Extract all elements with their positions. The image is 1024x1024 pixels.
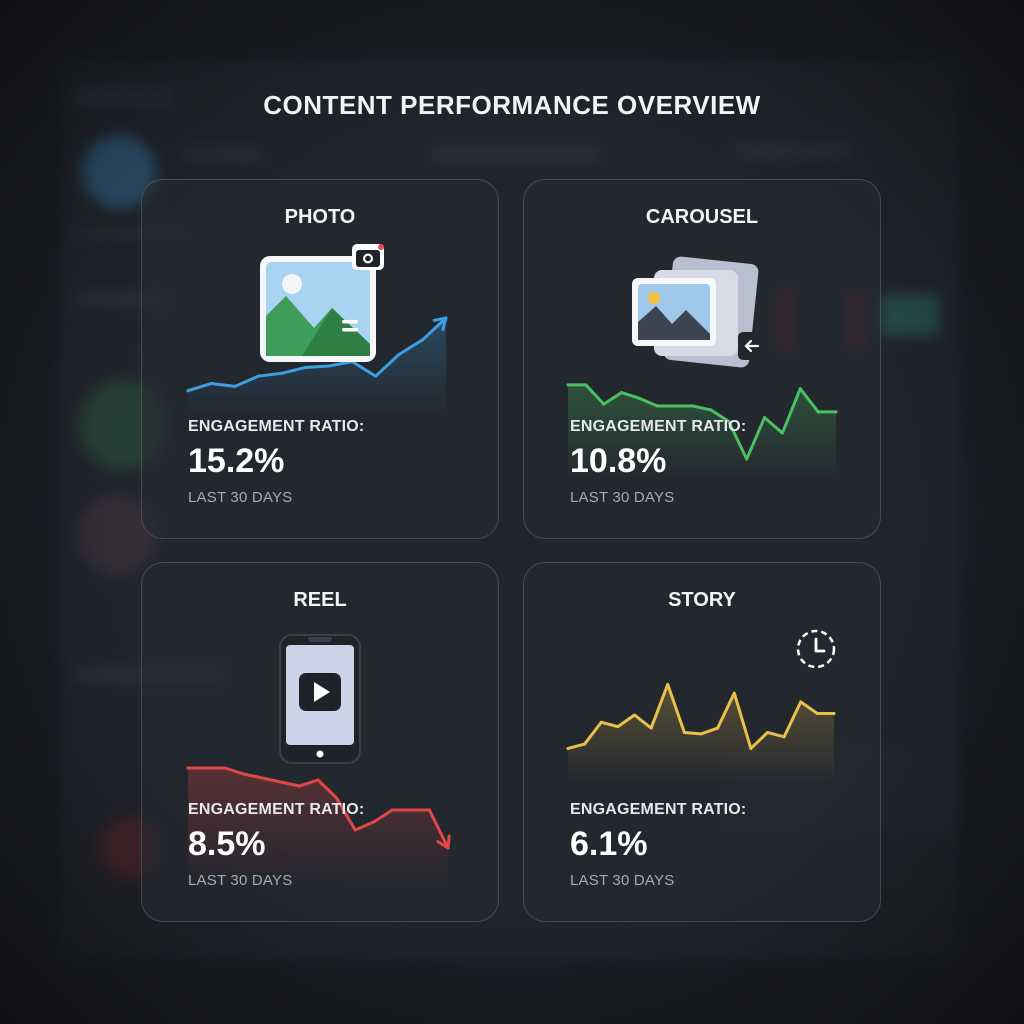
data-point (766, 730, 769, 734)
metric-period: LAST 30 DAYS (570, 872, 675, 889)
data-point (421, 338, 425, 342)
data-point (583, 742, 587, 746)
data-point (223, 766, 227, 770)
data-point (602, 402, 606, 406)
data-point (566, 746, 570, 750)
data-point (799, 700, 803, 704)
data-point (316, 778, 320, 782)
metric-value: 8.5% (188, 825, 266, 863)
data-point (279, 780, 283, 784)
data-point (666, 682, 670, 686)
data-point (427, 808, 431, 812)
series-line (186, 316, 448, 393)
series-line (566, 383, 838, 461)
trend-arrow-icon (432, 316, 448, 332)
data-point (584, 383, 588, 387)
data-point (397, 352, 401, 356)
data-point (256, 374, 260, 378)
data-point (616, 725, 620, 729)
data-point (620, 391, 624, 395)
card-title: STORY (668, 589, 736, 611)
metric-label: ENGAGEMENT RATIO: (188, 801, 365, 818)
data-point (727, 419, 731, 423)
reel-trend-chart (186, 766, 451, 888)
photo-camera-icon (260, 244, 384, 362)
data-point (834, 410, 838, 414)
data-point (637, 396, 641, 400)
data-point (699, 732, 703, 736)
data-point (409, 808, 413, 812)
data-point (709, 408, 713, 412)
data-point (832, 712, 836, 716)
data-point (209, 381, 213, 385)
data-point (372, 820, 376, 824)
data-point (732, 691, 736, 695)
data-point (374, 374, 378, 378)
carousel-card[interactable]: CAROUSEL ENGAGEMENT RATIO: 10.8% LAST 30… (523, 179, 881, 539)
data-point (599, 720, 603, 724)
reel-card[interactable]: REEL ENGAGEMENT RATIO: 8.5% LAST 30 DAYS (141, 562, 499, 922)
story-card[interactable]: STORY ENGAGEMENT RATIO: 6.1% LAST 30 DAY… (523, 562, 881, 922)
data-point (780, 431, 784, 435)
page-title: CONTENT PERFORMANCE OVERVIEW (263, 90, 761, 120)
data-point (691, 404, 695, 408)
data-point (633, 713, 636, 717)
carousel-stack-icon (632, 256, 766, 368)
data-point (798, 387, 802, 391)
data-point (745, 457, 749, 461)
metric-period: LAST 30 DAYS (188, 872, 293, 889)
card-title: CAROUSEL (645, 206, 759, 228)
metric-value: 15.2% (188, 442, 285, 480)
data-point (682, 730, 686, 734)
photo-trend-chart (186, 316, 448, 418)
series-area (568, 384, 836, 482)
data-point (649, 726, 653, 730)
data-point (242, 772, 246, 776)
card-title: REEL (293, 589, 347, 611)
data-point (749, 746, 753, 750)
data-point (815, 712, 819, 716)
metric-value: 6.1% (570, 825, 648, 863)
data-point (297, 784, 301, 788)
data-point (303, 365, 307, 369)
data-point (673, 404, 677, 408)
data-point (260, 776, 264, 780)
metric-value: 10.8% (570, 442, 667, 480)
metric-label: ENGAGEMENT RATIO: (570, 418, 747, 435)
data-point (763, 416, 767, 420)
data-point (205, 766, 209, 770)
data-point (335, 796, 339, 800)
trend-arrow-icon (436, 834, 451, 850)
data-point (390, 808, 394, 812)
data-point (716, 726, 720, 730)
data-point (186, 389, 190, 393)
data-point (816, 410, 820, 414)
series-area (188, 768, 448, 888)
data-point (327, 364, 331, 368)
data-point (186, 766, 190, 770)
metric-label: ENGAGEMENT RATIO: (188, 418, 365, 435)
story-trend-chart (566, 682, 836, 783)
story-clock-icon (796, 629, 836, 669)
data-point (280, 371, 284, 375)
data-point (566, 383, 570, 387)
carousel-trend-chart (566, 383, 838, 482)
series-area (568, 684, 834, 783)
data-point (353, 828, 357, 832)
phone-video-icon (279, 634, 361, 764)
data-point (782, 735, 786, 739)
data-point (233, 384, 237, 388)
metric-period: LAST 30 DAYS (188, 489, 293, 506)
card-title: PHOTO (284, 206, 356, 228)
photo-card[interactable]: PHOTO ENGAGEMENT RATIO: 15.2% LAST 30 DA… (141, 179, 499, 539)
metric-period: LAST 30 DAYS (570, 489, 675, 506)
metric-label: ENGAGEMENT RATIO: (570, 801, 747, 818)
data-point (655, 404, 659, 408)
